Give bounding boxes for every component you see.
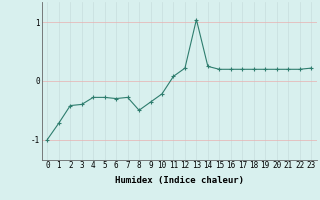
X-axis label: Humidex (Indice chaleur): Humidex (Indice chaleur) <box>115 176 244 185</box>
